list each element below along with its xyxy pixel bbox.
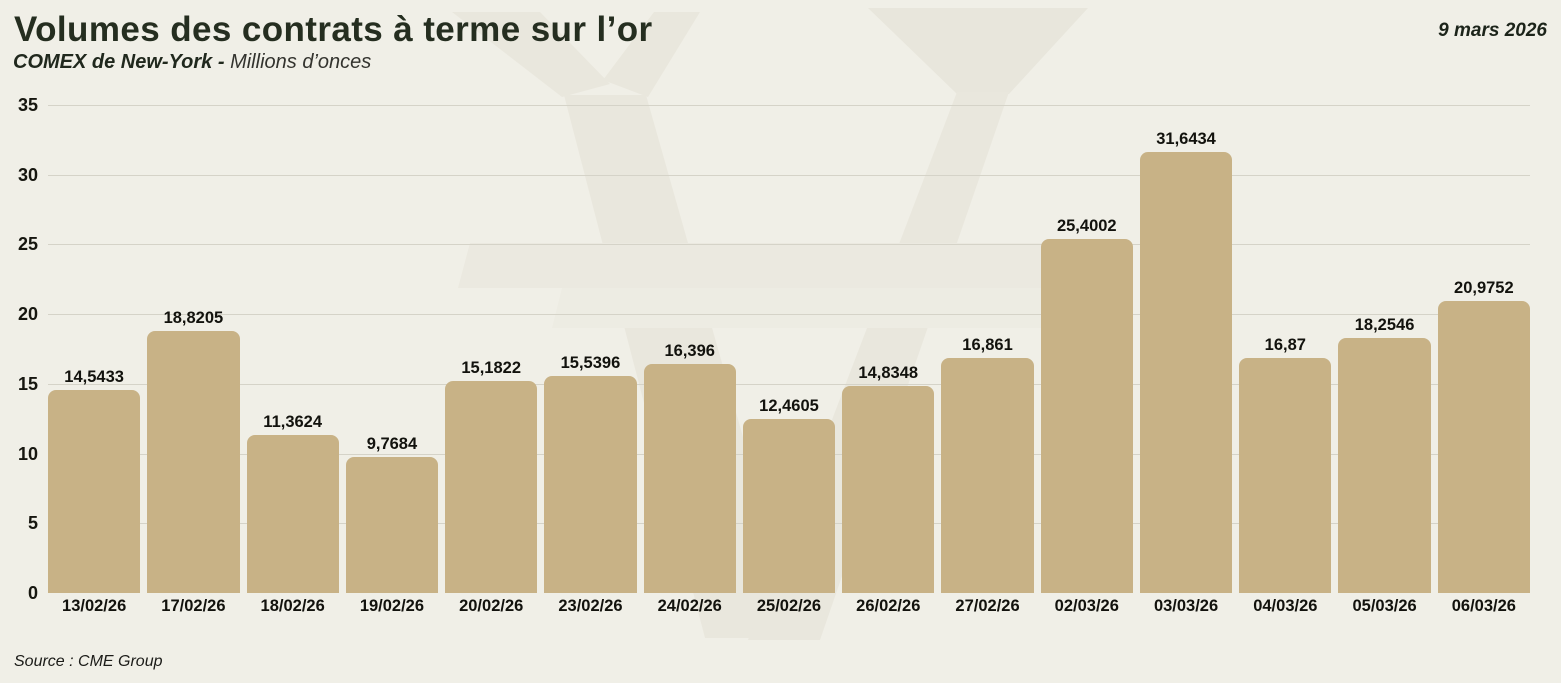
bar-column: 9,7684 <box>345 105 439 593</box>
bar <box>544 376 637 593</box>
bar <box>643 364 736 593</box>
x-axis-label: 04/03/26 <box>1253 597 1318 615</box>
gridline <box>48 383 1530 385</box>
bar-column: 16,396 <box>643 105 736 593</box>
bar-column: 11,3624 <box>246 105 339 593</box>
bar-value-label: 9,7684 <box>366 434 418 453</box>
bar <box>742 419 836 593</box>
bar-value-label: 18,2546 <box>1354 316 1415 335</box>
bar <box>246 434 339 593</box>
bar-column: 16,87 <box>1239 105 1332 593</box>
x-axis-label: 17/02/26 <box>161 597 226 615</box>
x-axis-label: 23/02/26 <box>558 597 623 615</box>
y-axis-label: 35 <box>17 95 38 115</box>
bar <box>1437 300 1530 593</box>
bar <box>147 330 240 593</box>
gridline <box>48 314 1530 316</box>
bar-series: 14,5433 18,8205 11,3624 9,7684 15,1822 15,539… <box>48 105 1530 593</box>
x-axis-label: 19/02/26 <box>359 597 425 615</box>
bar <box>1139 151 1233 593</box>
x-axis-labels: 13/02/26 17/02/26 18/02/26 19/02/26 20/02/26… <box>48 597 1530 616</box>
bar-column: 31,6434 <box>1139 105 1233 593</box>
bar-column: 15,5396 <box>544 105 637 593</box>
bar-column: 14,8348 <box>842 105 935 593</box>
gridline <box>48 105 1530 106</box>
y-axis-label: 20 <box>17 304 38 325</box>
x-axis-label: 24/02/26 <box>657 597 722 615</box>
bar <box>445 381 538 593</box>
bar-value-label: 15,5396 <box>560 354 621 373</box>
y-axis-label: 10 <box>17 443 38 464</box>
x-axis-label: 26/02/26 <box>856 597 921 615</box>
bar-column: 18,2546 <box>1338 105 1431 593</box>
bar-column: 14,5433 <box>48 105 141 593</box>
bar-value-label: 15,1822 <box>461 359 522 378</box>
bar-value-label: 12,4605 <box>759 397 819 416</box>
bar-value-label: 11,3624 <box>263 412 323 431</box>
bar-value-label: 16,87 <box>1264 335 1306 354</box>
y-axis-label: 5 <box>27 513 38 534</box>
bar-value-label: 31,6434 <box>1156 129 1216 148</box>
bar-value-label: 14,8348 <box>858 364 919 383</box>
x-axis-label: 20/02/26 <box>459 597 524 615</box>
y-axis-label: 30 <box>17 164 38 185</box>
bar <box>345 456 439 593</box>
bar <box>1239 357 1332 593</box>
gridline <box>48 244 1530 246</box>
bar-value-label: 16,396 <box>664 342 715 361</box>
chart-title: Volumes des contrats à terme sur l’or <box>14 10 653 49</box>
bar-column: 16,861 <box>941 105 1034 593</box>
y-axis-label: 15 <box>17 373 38 394</box>
x-axis-label: 02/03/26 <box>1054 597 1119 615</box>
bar-value-label: 25,4002 <box>1056 216 1117 235</box>
bar-value-label: 16,861 <box>962 335 1013 354</box>
y-axis-label: 25 <box>17 234 38 255</box>
bar <box>1040 238 1133 593</box>
bar <box>1338 338 1431 593</box>
x-axis-label: 06/03/26 <box>1451 597 1516 615</box>
plot-area: 0 5 10 15 20 25 30 35 14,5433 18,8205 11,3624 9,76… <box>18 96 1530 602</box>
x-axis-label: 13/02/26 <box>62 597 127 615</box>
bar-column: 15,1822 <box>445 105 538 593</box>
source-credit: Source : CME Group <box>14 653 163 670</box>
bar-value-label: 20,9752 <box>1454 278 1514 297</box>
x-axis-label: 05/03/26 <box>1352 597 1417 615</box>
x-axis-label: 18/02/26 <box>260 597 325 615</box>
bar <box>48 390 141 593</box>
chart-subtitle: COMEX de New-York - Millions d’onces <box>13 51 371 74</box>
x-axis-label: 25/02/26 <box>756 597 822 615</box>
bar <box>941 357 1034 593</box>
bar-column: 18,8205 <box>147 105 240 593</box>
gridline <box>48 174 1530 176</box>
bar-column: 12,4605 <box>742 105 836 593</box>
bar-value-label: 18,8205 <box>163 308 224 327</box>
bar-column: 25,4002 <box>1040 105 1133 593</box>
subtitle-bold: COMEX de New-York - <box>13 51 231 73</box>
bar-column: 20,9752 <box>1437 105 1530 593</box>
bar <box>842 386 935 593</box>
x-axis-label: 03/03/26 <box>1153 597 1219 615</box>
chart-date: 9 mars 2026 <box>1438 20 1547 41</box>
subtitle-regular: Millions d’onces <box>230 51 372 73</box>
y-axis-label: 0 <box>27 583 38 603</box>
x-axis-label: 27/02/26 <box>955 597 1020 615</box>
bar-value-label: 14,5433 <box>64 368 124 387</box>
